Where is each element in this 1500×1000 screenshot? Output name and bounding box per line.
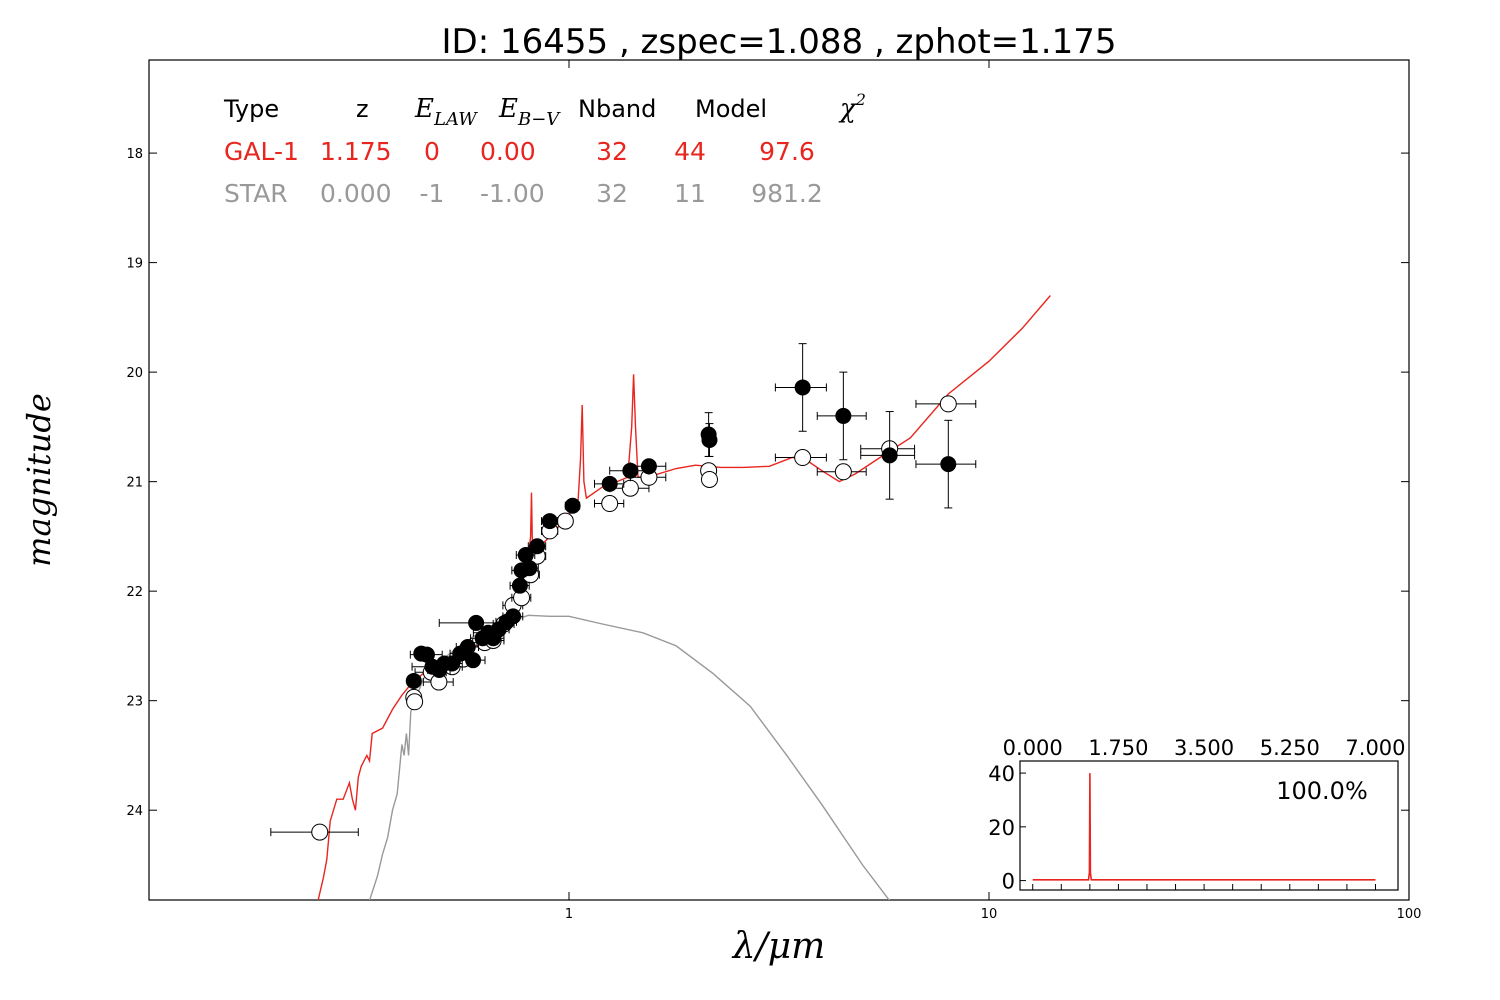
inset-ticks: 0.000 1.750 3.500 5.250 7.000 0 20 40	[988, 736, 1405, 894]
x-ticks: 1 10 100	[565, 60, 1422, 922]
fit-table-cell: 0.00	[480, 137, 536, 166]
col-header-type: Type	[223, 95, 279, 123]
inset-y-tick-label: 40	[988, 762, 1015, 786]
observed-point	[511, 577, 528, 594]
y-tick-label: 22	[126, 585, 143, 600]
model-curves	[317, 295, 1051, 900]
observed-point	[529, 538, 546, 555]
fit-table-cell: -1	[420, 179, 445, 208]
e-bv-sub: B−V	[517, 109, 561, 130]
fit-table-cell: 1.175	[320, 137, 392, 166]
fit-table-rows: GAL-1 1.175 0 0.00 32 44 97.6 STAR 0.000 -1 -1.00 3…	[224, 137, 823, 208]
fit-table-cell: STAR	[224, 179, 288, 208]
y-tick-label: 19	[126, 257, 143, 272]
y-tick-label: 18	[126, 147, 143, 162]
inset-y-tick-label: 20	[988, 816, 1015, 840]
x-tick-label: 10	[981, 907, 998, 922]
fit-table-cell: 44	[674, 137, 706, 166]
observed-point	[465, 652, 482, 669]
redshift-pdf-inset: 0.000 1.750 3.500 5.250 7.000 0 20 40 100.0%	[988, 736, 1405, 894]
x-tick-label: 1	[565, 907, 573, 922]
model-point	[834, 463, 852, 481]
model-point	[794, 449, 812, 467]
y-ticks: 18 19 20 21 22 23 24	[126, 147, 1409, 819]
observed-point	[564, 497, 581, 514]
chart-title: ID: 16455 , zspec=1.088 , zphot=1.175	[442, 22, 1117, 62]
inset-top-tick-label: 5.250	[1260, 736, 1320, 760]
model-point	[700, 470, 718, 488]
inset-top-tick-label: 7.000	[1345, 736, 1405, 760]
inset-top-tick-label: 3.500	[1174, 736, 1234, 760]
observed-point	[701, 432, 718, 449]
pdz-curve	[1032, 773, 1376, 881]
col-header-nband: Nband	[578, 95, 656, 123]
y-tick-label: 23	[126, 695, 143, 710]
observed-point	[541, 513, 558, 530]
observed-point	[835, 407, 852, 424]
fit-table-cell: -1.00	[480, 179, 545, 208]
model-point	[939, 395, 957, 413]
inset-y-tick-label: 0	[1002, 870, 1015, 894]
fit-table-cell: 0	[424, 137, 440, 166]
inset-frame	[1019, 760, 1399, 891]
fit-table-cell: 32	[596, 179, 628, 208]
fit-table-cell: 0.000	[320, 179, 392, 208]
observed-point	[940, 456, 957, 473]
e-law-sub: LAW	[433, 109, 478, 130]
plot-frame	[148, 59, 1410, 901]
observed-point	[794, 379, 811, 396]
y-tick-label: 21	[126, 476, 143, 491]
fit-table-cell: 11	[674, 179, 706, 208]
fit-table-cell: GAL-1	[224, 137, 299, 166]
observed-point	[505, 608, 522, 625]
model-point	[621, 479, 639, 497]
observed-point	[405, 672, 422, 689]
galaxy-model-curve	[317, 295, 1051, 900]
fit-table-cell: 32	[596, 137, 628, 166]
observed-point	[640, 458, 657, 475]
col-header-model: Model	[695, 95, 767, 123]
fit-table-cell: 981.2	[751, 179, 823, 208]
inset-top-tick-label: 0.000	[1003, 736, 1063, 760]
y-tick-label: 24	[126, 804, 143, 819]
x-tick-label: 100	[1397, 907, 1422, 922]
data-points	[270, 343, 977, 841]
chi-main: χ	[838, 94, 858, 124]
fit-table-cell: 97.6	[759, 137, 815, 166]
model-point	[601, 495, 619, 513]
fit-table: Type z ELAW EB−V Nband Model χ2 GAL-1 1.1…	[223, 90, 866, 208]
col-header-chi2: χ2	[838, 90, 866, 124]
y-axis-label: magnitude	[20, 393, 58, 567]
model-point	[311, 823, 329, 841]
inset-top-tick-label: 1.750	[1088, 736, 1148, 760]
e-law-main: E	[414, 94, 434, 124]
observed-point	[881, 447, 898, 464]
col-header-z: z	[356, 95, 369, 123]
model-point	[556, 512, 574, 530]
model-point	[406, 693, 424, 711]
observed-point	[521, 560, 538, 577]
observed-point	[601, 475, 618, 492]
x-axis-label: λ/μm	[731, 926, 825, 967]
inset-label: 100.0%	[1276, 777, 1368, 805]
e-bv-main: E	[498, 94, 518, 124]
col-header-elaw: ELAW	[414, 94, 478, 130]
chi-sup: 2	[855, 90, 866, 109]
col-header-ebv: EB−V	[498, 94, 561, 130]
y-tick-label: 20	[126, 366, 143, 381]
observed-point	[468, 614, 485, 631]
